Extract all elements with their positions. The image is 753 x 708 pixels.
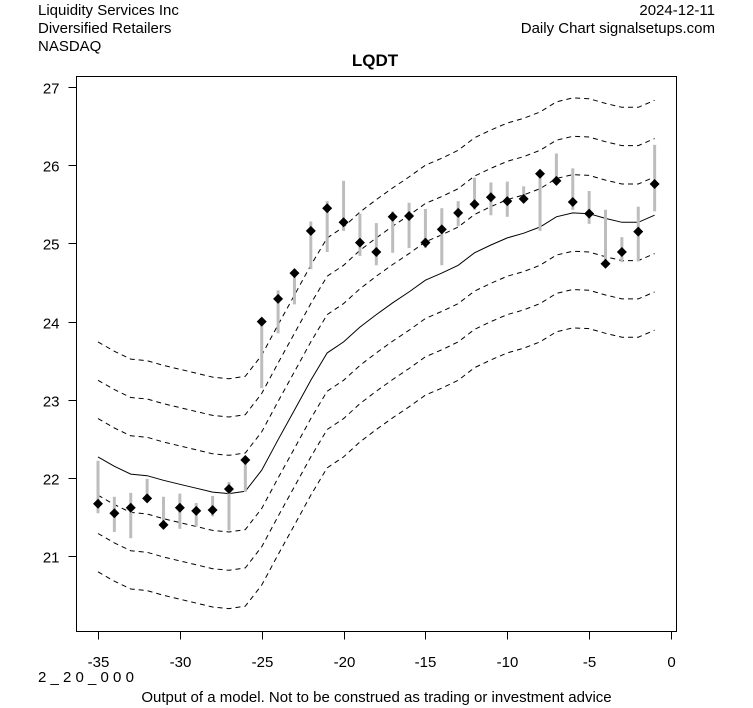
chart-source: Daily Chart signalsetups.com (520, 20, 715, 37)
close-marker (518, 193, 529, 204)
x-tick-label: -20 (334, 654, 356, 671)
x-tick-label: -25 (252, 654, 274, 671)
close-marker (142, 493, 153, 504)
company-name: Liquidity Services Inc (38, 2, 179, 19)
close-marker (567, 196, 578, 207)
exchange-name: NASDAQ (38, 38, 102, 55)
close-marker (240, 455, 251, 466)
close-marker (420, 237, 431, 248)
close-marker (174, 502, 185, 513)
y-tick-label: 22 (43, 472, 60, 489)
close-marker (93, 498, 103, 509)
y-tick-label: 26 (43, 159, 60, 176)
close-marker (616, 247, 627, 258)
close-marker (436, 224, 447, 235)
y-axis: 21 22 23 24 25 26 27 (43, 81, 77, 567)
band-line (97, 250, 655, 533)
close-marker (158, 519, 169, 530)
chart-title: LQDT (352, 51, 399, 70)
y-tick-label: 25 (43, 237, 60, 254)
x-tick-label: -10 (497, 654, 519, 671)
plot-frame (76, 76, 677, 632)
center-line (97, 212, 655, 495)
close-marker (649, 178, 660, 189)
sector-name: Diversified Retailers (38, 20, 172, 37)
model-code: 2 _ 2 0 _ 0 0 0 (38, 669, 134, 686)
close-marker (322, 203, 333, 214)
center-line-group (97, 212, 655, 495)
close-marker (256, 316, 267, 327)
close-marker (387, 211, 398, 222)
close-marker (223, 483, 234, 494)
close-marker (600, 258, 611, 269)
close-marker (109, 508, 120, 519)
y-tick-label: 21 (43, 550, 60, 567)
close-marker (354, 237, 365, 248)
band-line (97, 135, 655, 418)
band-line (97, 288, 655, 571)
close-marker (502, 196, 513, 207)
x-tick-label: -30 (170, 654, 192, 671)
x-tick-label: -15 (415, 654, 437, 671)
close-marker (371, 247, 382, 258)
y-tick-label: 23 (43, 394, 60, 411)
disclaimer: Output of a model. Not to be construed a… (141, 689, 612, 706)
close-marker (584, 208, 595, 219)
y-tick-label: 24 (43, 316, 60, 333)
close-marker (551, 175, 562, 186)
close-marker (338, 217, 349, 228)
x-tick-label: -35 (88, 654, 110, 671)
y-tick-label: 27 (43, 81, 60, 98)
close-marker (273, 293, 284, 304)
close-marker (191, 505, 202, 516)
band-line (97, 174, 655, 456)
close-markers (93, 168, 660, 530)
band-lines (97, 97, 655, 610)
close-marker (289, 268, 300, 279)
close-marker (633, 226, 644, 237)
close-marker (535, 168, 546, 179)
close-marker (305, 225, 316, 236)
close-marker (453, 207, 464, 218)
close-marker (485, 192, 496, 203)
band-line (97, 97, 655, 380)
x-tick-label: 0 (667, 654, 675, 671)
close-marker (404, 211, 415, 222)
x-axis: -35 -30 -25 -20 -15 -10 -5 0 (88, 631, 676, 671)
chart-date: 2024-12-11 (639, 2, 715, 19)
x-tick-label: -5 (583, 654, 596, 671)
close-marker (469, 199, 480, 210)
band-line (97, 327, 655, 610)
close-marker (125, 502, 136, 513)
close-marker (207, 505, 218, 516)
